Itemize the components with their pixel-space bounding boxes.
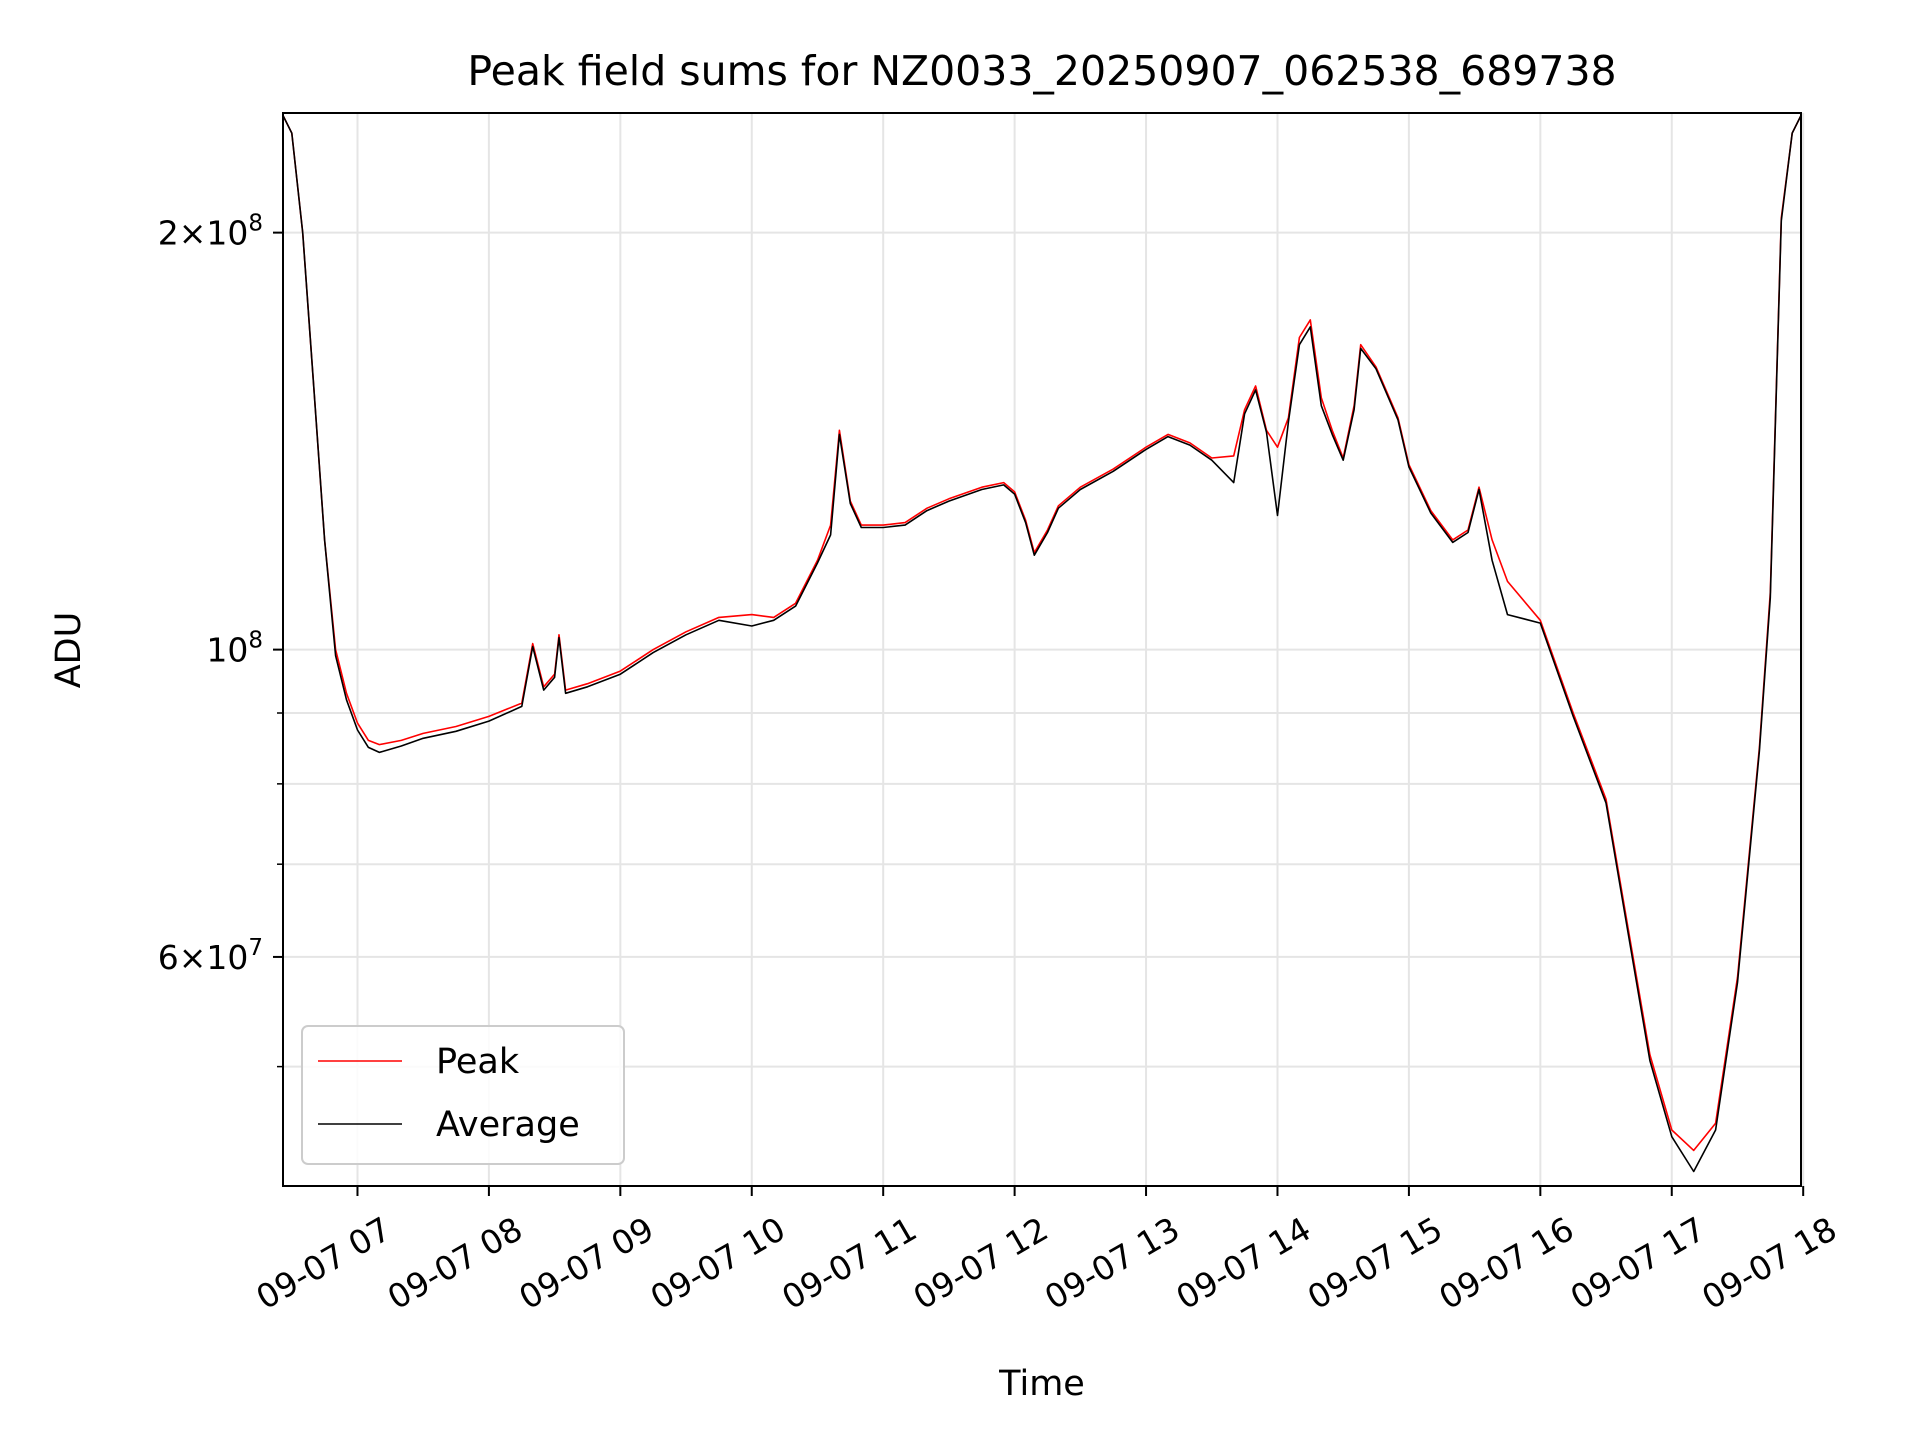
plot-area (282, 115, 1802, 1173)
series-line-average (282, 115, 1802, 1173)
grid (283, 113, 1805, 1186)
y-tick-exponent: 8 (248, 628, 263, 654)
times-sign: ×10 (179, 938, 249, 977)
y-tick-label: 108 (206, 628, 263, 670)
y-tick-exponent: 7 (248, 935, 263, 961)
y-tick-base: 10 (206, 631, 248, 670)
y-tick-exponent: 8 (248, 211, 263, 237)
y-tick-mantissa: 6 (158, 938, 179, 977)
legend: Peak Average (301, 1025, 625, 1165)
times-sign: ×10 (179, 214, 249, 253)
x-axis-label: Time (998, 1364, 1085, 1404)
y-tick-mantissa: 2 (158, 214, 179, 253)
legend-peak-label: Peak (436, 1042, 520, 1082)
y-axis-label: ADU (49, 612, 89, 689)
legend-average-label: Average (436, 1105, 580, 1145)
chart-title: Peak field sums for NZ0033_20250907_0625… (467, 47, 1616, 95)
y-tick-label: 6×107 (158, 935, 263, 977)
y-tick-label: 2×108 (158, 211, 263, 253)
